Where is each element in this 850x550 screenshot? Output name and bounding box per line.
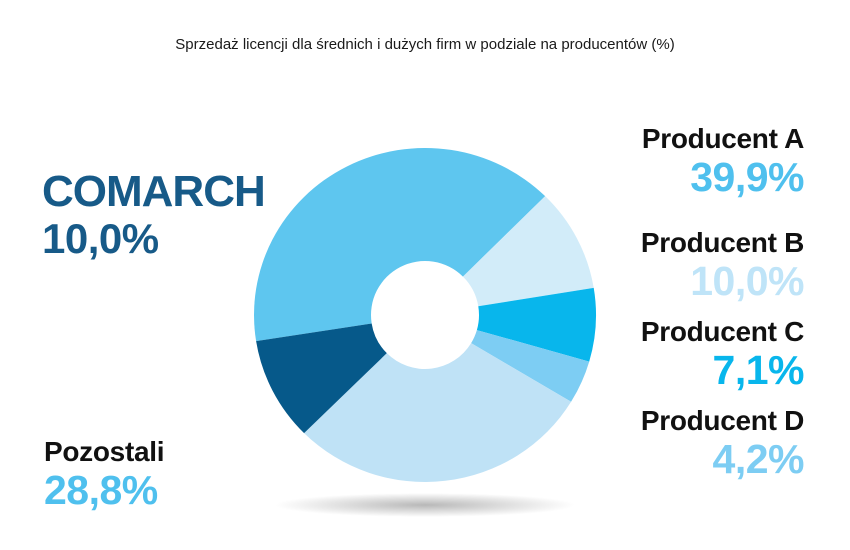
producent-c-name: Producent C <box>640 316 804 347</box>
producent-c-value: 7,1% <box>712 347 805 393</box>
producent-c-label: Producent C 7,1% <box>640 316 805 393</box>
producent-b-label: Producent B 10,0% <box>640 227 805 304</box>
chart-shadow <box>275 493 575 517</box>
comarch-logo: COMARCH <box>42 167 266 216</box>
producent-b-name: Producent B <box>640 227 804 258</box>
slice-producent-a <box>254 148 546 342</box>
slice-producent-b <box>462 196 594 307</box>
comarch-value: 10,0% <box>42 215 159 262</box>
comarch-label: COMARCH 10,0% <box>42 167 266 262</box>
slice-producent-d <box>471 330 590 402</box>
producent-b-value: 10,0% <box>690 258 804 304</box>
producent-a-value: 39,9% <box>690 154 804 200</box>
producent-a-label: Producent A 39,9% <box>641 123 805 200</box>
slice-producent-c <box>476 287 596 362</box>
donut-slices <box>254 148 596 482</box>
pozostali-value: 28,8% <box>44 467 158 513</box>
producent-d-name: Producent D <box>640 405 804 436</box>
pozostali-name: Pozostali <box>44 436 165 467</box>
producent-a-name: Producent A <box>641 123 804 154</box>
slice-pozostali <box>304 343 572 482</box>
producent-d-value: 4,2% <box>712 436 805 482</box>
slice-comarch <box>256 323 387 434</box>
pozostali-label: Pozostali 28,8% <box>44 436 165 513</box>
producent-d-label: Producent D 4,2% <box>640 405 805 482</box>
chart-title: Sprzedaż licencji dla średnich i dużych … <box>175 36 675 53</box>
